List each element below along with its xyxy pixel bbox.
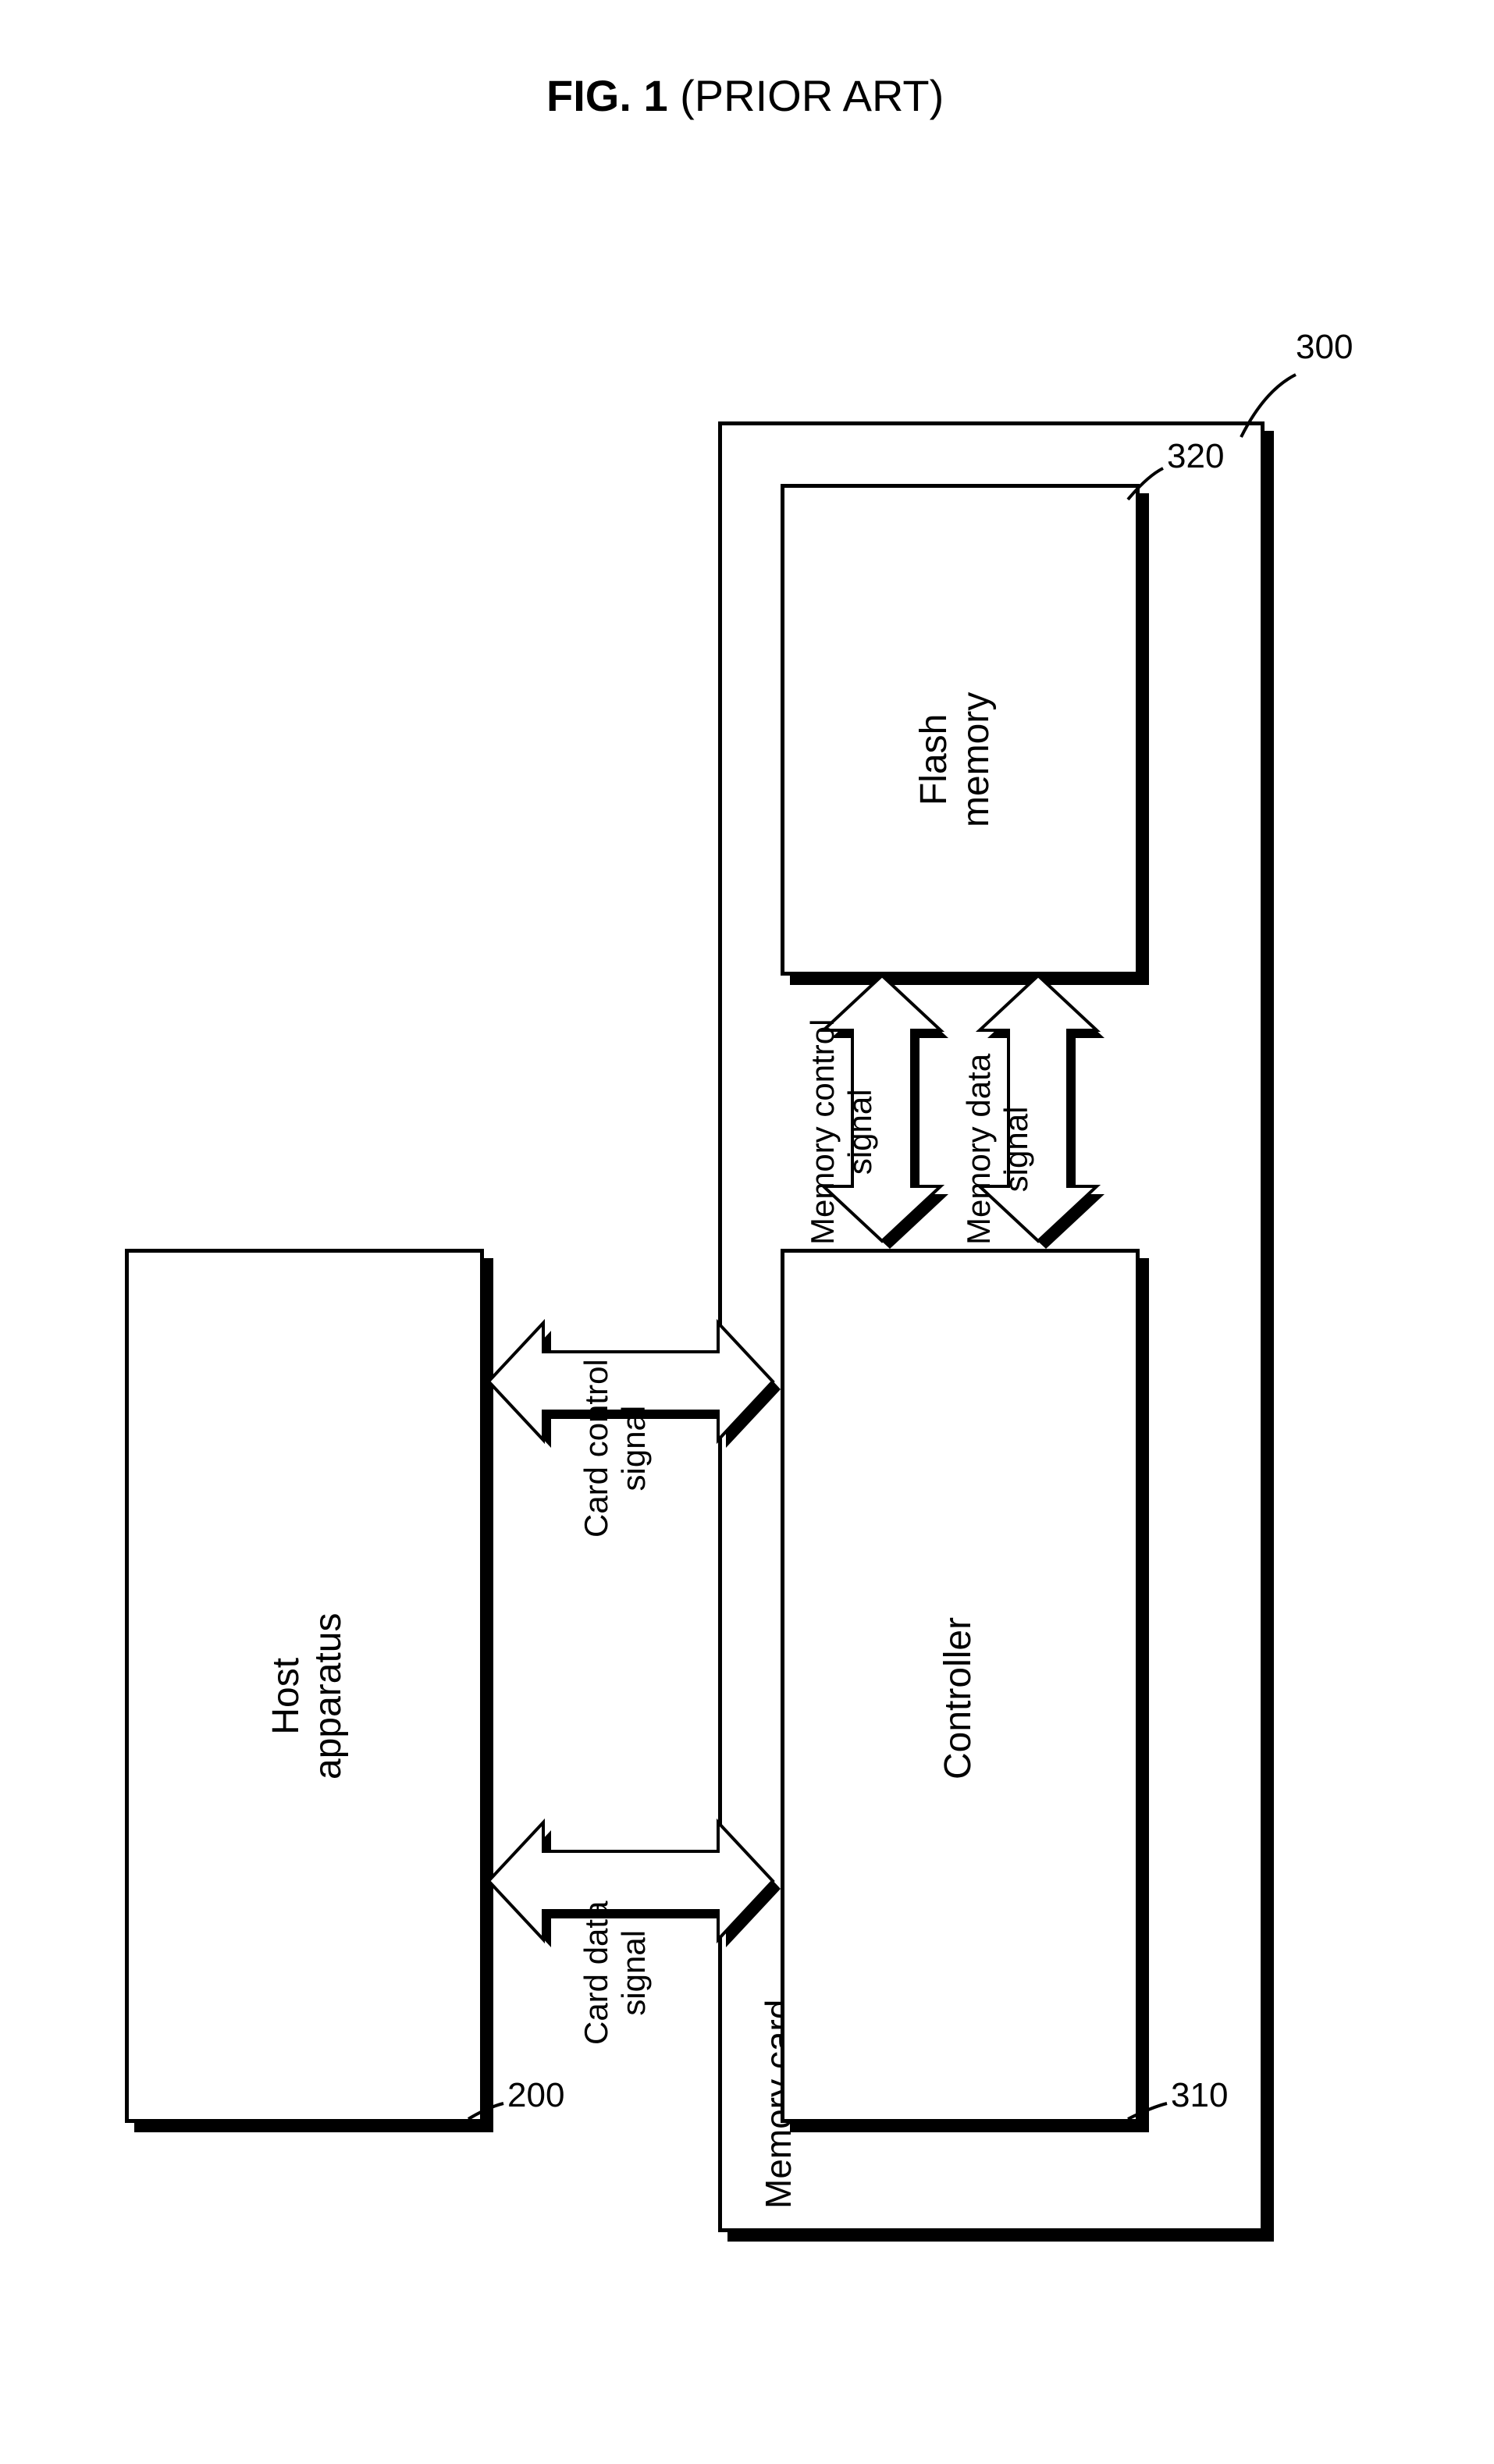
memory-data-label: Memory data signal (960, 1054, 1035, 1245)
diagram-page: FIG. 1 (PRIOR ART) Memory card 300 Flash… (0, 0, 1494, 2464)
memory-data-arrow (0, 0, 1494, 2464)
